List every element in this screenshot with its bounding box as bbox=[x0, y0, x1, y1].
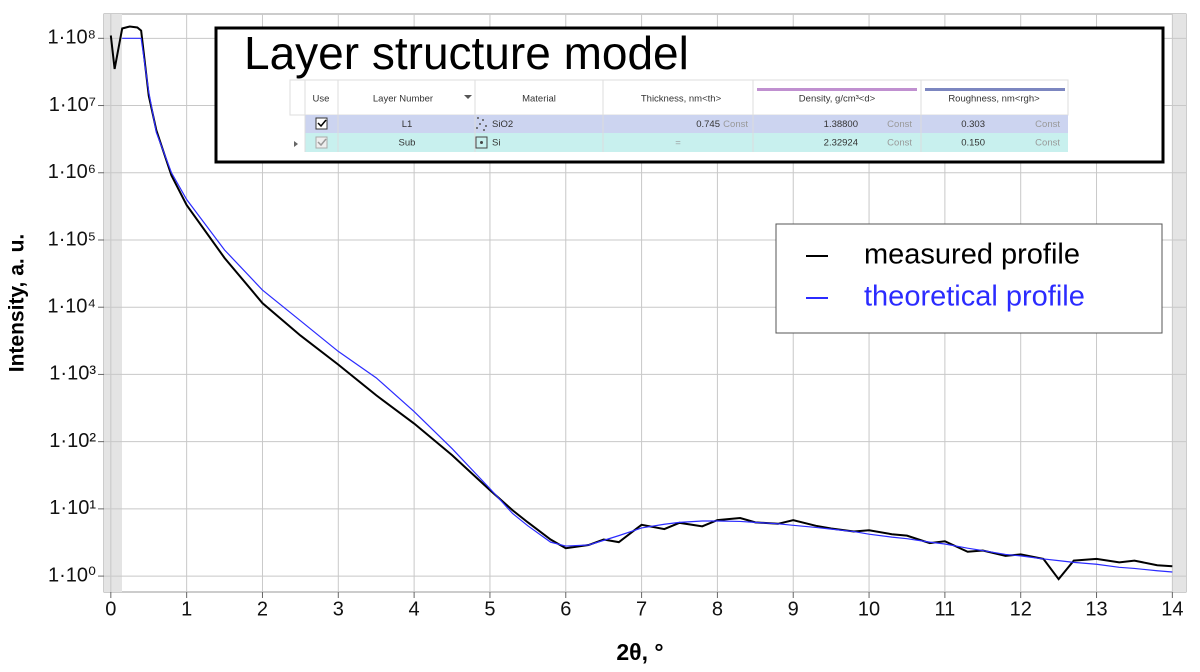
table-cell: Sub bbox=[399, 138, 416, 149]
table-cell: 2.32924 bbox=[824, 138, 858, 149]
gray-band bbox=[104, 14, 122, 592]
legend: measured profile theoretical profile bbox=[806, 239, 1085, 313]
y-tick-label: 1·10⁷ bbox=[49, 94, 96, 116]
legend-box bbox=[775, 223, 1163, 334]
x-tick-label: 13 bbox=[1085, 598, 1107, 620]
y-tick-label: 1·10⁸ bbox=[48, 27, 96, 49]
y-axis-title: Intensity, a. u. bbox=[6, 234, 29, 372]
y-tick-label: 1·10⁵ bbox=[48, 228, 96, 250]
x-tick-label: 11 bbox=[934, 598, 955, 620]
y-tick-label: 1·10³ bbox=[49, 363, 96, 385]
legend-label: measured profile bbox=[864, 239, 1080, 271]
table-header-cell: Thickness, nm<th> bbox=[641, 94, 722, 105]
table-cell: SiO2 bbox=[492, 119, 513, 130]
y-tick-label: 1·10¹ bbox=[49, 497, 96, 519]
x-tick-label: 14 bbox=[1161, 598, 1183, 620]
y-tick-label: 1·10⁴ bbox=[47, 295, 96, 317]
row-pointer bbox=[294, 141, 298, 147]
checkmark bbox=[317, 119, 327, 128]
series-line bbox=[122, 37, 1173, 573]
table-rules bbox=[304, 80, 922, 152]
legend-label: theoretical profile bbox=[864, 281, 1085, 313]
x-tick-label: 9 bbox=[788, 598, 799, 620]
table-cell: Si bbox=[492, 138, 500, 149]
x-tick-label: 2 bbox=[257, 598, 268, 620]
x-tick-label: 12 bbox=[1010, 598, 1032, 620]
material-icon bbox=[475, 136, 488, 149]
gray-band bbox=[1172, 14, 1186, 592]
table-header-cell: Roughness, nm<rgh> bbox=[948, 94, 1040, 105]
table-cell: 0.745 bbox=[696, 119, 720, 130]
table-cell: = bbox=[675, 138, 681, 149]
x-tick-label: 5 bbox=[484, 598, 495, 620]
table-cell: L1 bbox=[402, 119, 413, 130]
y-tick-label: 1·10² bbox=[49, 430, 96, 452]
x-tick-label: 10 bbox=[858, 598, 880, 620]
x-tick-label: 6 bbox=[560, 598, 571, 620]
table-cell: Const bbox=[1035, 119, 1060, 130]
checkmark bbox=[317, 138, 327, 147]
row-bg bbox=[305, 133, 1068, 152]
inset-table: Use Layer Number Material Thickness, nm<th>… bbox=[289, 79, 1069, 152]
material-icon bbox=[480, 141, 483, 144]
table-header-cell: Density, g/cm³<d> bbox=[799, 94, 876, 105]
table-cell: 0.150 bbox=[961, 138, 985, 149]
x-axis-title: 2θ, ° bbox=[616, 639, 663, 665]
series-line bbox=[109, 25, 1173, 581]
table-cell: Const bbox=[723, 119, 748, 130]
table-cell: Const bbox=[887, 119, 912, 130]
header-accent bbox=[925, 88, 1065, 91]
sort-icon bbox=[464, 95, 472, 99]
y-tick-label: 1·10⁰ bbox=[48, 564, 96, 586]
header-accent bbox=[757, 88, 917, 91]
checkbox[interactable] bbox=[315, 136, 328, 149]
x-tick-label: 4 bbox=[409, 598, 420, 620]
lines bbox=[109, 25, 1173, 581]
x-tick-label: 7 bbox=[636, 598, 647, 620]
x-tick-label: 3 bbox=[333, 598, 344, 620]
x-tick-label: 1 bbox=[181, 598, 192, 620]
material-icon bbox=[476, 117, 487, 131]
x-tick-label: 0 bbox=[105, 598, 116, 620]
table-header-cell: Material bbox=[522, 94, 556, 105]
x-tick-label: 8 bbox=[712, 598, 723, 620]
table-cell: Const bbox=[1035, 138, 1060, 149]
table-cell: 0.303 bbox=[961, 119, 985, 130]
table-cell: Const bbox=[887, 138, 912, 149]
inset-title: Layer structure model bbox=[244, 27, 689, 79]
table-header-cell: Layer Number bbox=[373, 94, 433, 105]
table-cell: 1.38800 bbox=[824, 119, 858, 130]
checkbox[interactable] bbox=[315, 117, 328, 130]
y-tick-label: 1·10⁶ bbox=[48, 161, 96, 183]
row-bg bbox=[305, 115, 1068, 133]
table-header-cell: Use bbox=[313, 94, 330, 105]
table-header bbox=[289, 79, 1069, 116]
